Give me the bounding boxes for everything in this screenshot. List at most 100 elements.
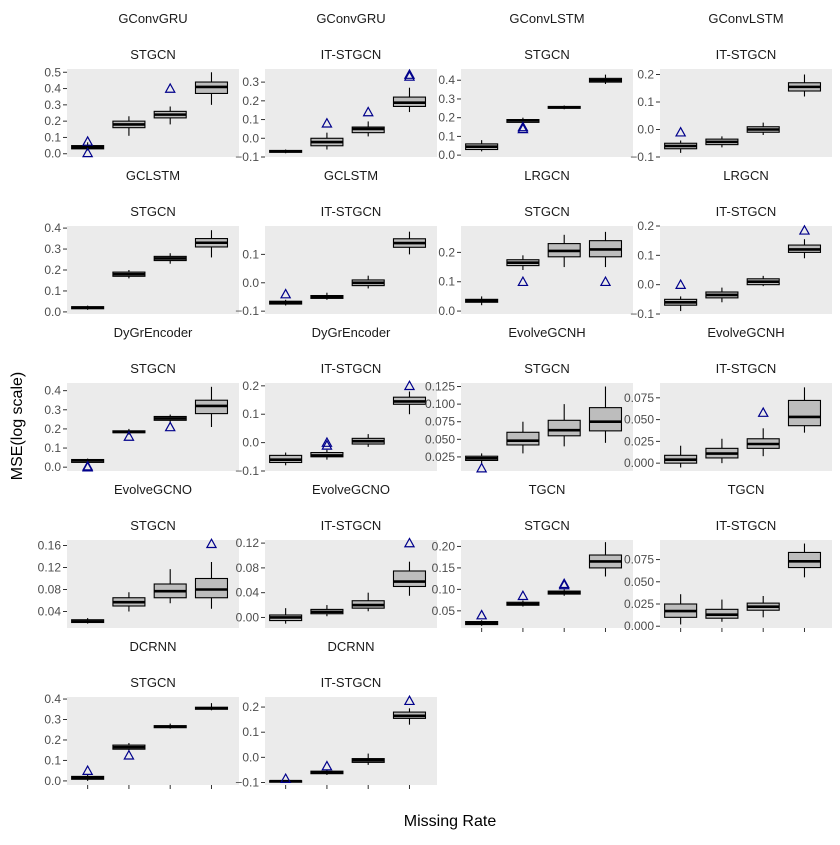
box-iqr <box>506 431 540 446</box>
box-1 <box>465 296 499 306</box>
x-axis-label: Missing Rate <box>404 813 497 830</box>
y-tick-label: 0.1 <box>637 248 654 262</box>
y-tick-label: 0.0 <box>242 436 259 450</box>
y-tick-label: 0.000 <box>624 619 654 633</box>
facet-panel: GConvGRU STGCN 0.0 0.1 0.2 0.3 0.4 0.5 <box>44 11 239 161</box>
facet-panel: DCRNN IT-STGCN −0.1 0.0 0.1 0.2 <box>235 639 437 789</box>
box-3 <box>153 82 187 125</box>
y-tick-label: 0.4 <box>44 82 61 96</box>
outlier-point <box>362 106 374 117</box>
facet-panel: TGCN IT-STGCN 0.000 0.025 0.050 0.075 <box>624 482 832 633</box>
y-tick-label: 0.16 <box>38 539 62 553</box>
box-2 <box>112 428 146 441</box>
y-tick-label: 0.08 <box>236 561 260 575</box>
box-2 <box>705 438 739 464</box>
box-2 <box>506 589 540 607</box>
y-tick-label: 0.0 <box>242 131 259 145</box>
outlier-point <box>517 121 529 132</box>
outlier-point <box>403 68 416 79</box>
box-4 <box>392 380 427 415</box>
y-tick-label: 0.1 <box>242 247 259 261</box>
y-tick-label: 0.4 <box>44 221 61 235</box>
outlier-point <box>123 430 135 441</box>
outlier-point <box>164 421 176 432</box>
y-tick-label: 0.1 <box>242 725 259 739</box>
box-iqr <box>392 570 427 588</box>
y-tick-label: 0.0 <box>44 460 61 474</box>
box-1 <box>269 149 303 154</box>
outlier-point <box>321 117 333 128</box>
facet-strip-method: STGCN <box>130 361 176 376</box>
y-tick-label: 0.1 <box>438 275 455 289</box>
facet-strip-model: LRGCN <box>524 168 570 183</box>
outlier-point <box>321 439 333 450</box>
facet-panel: EvolveGCNO IT-STGCN 0.00 0.04 0.08 0.12 <box>236 482 437 628</box>
facet-panel: GCLSTM STGCN 0.0 0.1 0.2 0.3 0.4 <box>44 168 239 319</box>
y-tick-label: 0.20 <box>432 539 456 553</box>
y-tick-label: 0.0 <box>637 123 654 137</box>
y-tick-label: 0.0 <box>242 276 259 290</box>
outlier-point <box>321 436 333 447</box>
facet-strip-method: STGCN <box>524 204 570 219</box>
y-tick-label: 0.2 <box>637 219 654 233</box>
y-tick-label: −0.1 <box>235 304 259 318</box>
facet-strip-model: DCRNN <box>328 639 375 654</box>
box-iqr <box>588 407 623 432</box>
facet-grid: GConvGRU STGCN 0.0 0.1 0.2 0.3 0.4 0.5 GConvGRU I… <box>38 11 832 789</box>
panel-background <box>67 383 239 471</box>
panel-background <box>67 697 239 785</box>
box-3 <box>351 106 385 137</box>
facet-panel: DyGrEncoder STGCN 0.0 0.1 0.2 0.3 0.4 <box>44 325 239 474</box>
box-3 <box>746 406 780 457</box>
y-tick-label: 0.04 <box>38 605 62 619</box>
y-tick-label: 0.1 <box>637 95 654 109</box>
box-3 <box>746 596 780 618</box>
box-1 <box>664 594 698 625</box>
y-tick-label: 0.1 <box>438 129 455 143</box>
box-2 <box>112 270 146 279</box>
facet-panel: GConvLSTM STGCN 0.0 0.1 0.2 0.3 0.4 <box>438 11 633 162</box>
outlier-point <box>558 577 570 589</box>
facet-strip-method: STGCN <box>130 518 176 533</box>
outlier-point <box>164 82 176 93</box>
y-tick-label: −0.1 <box>235 150 259 164</box>
box-4 <box>787 224 822 259</box>
facet-strip-method: IT-STGCN <box>321 204 382 219</box>
facet-strip-method: IT-STGCN <box>716 47 777 62</box>
y-tick-label: 0.12 <box>38 561 62 575</box>
box-1 <box>664 445 698 468</box>
outlier-point <box>82 135 94 146</box>
outlier-point <box>798 224 811 235</box>
y-tick-label: 0.00 <box>236 610 260 624</box>
y-tick-label: 0.0 <box>438 148 455 162</box>
box-2 <box>705 287 739 303</box>
y-tick-label: 0.10 <box>432 582 456 596</box>
y-tick-label: 0.04 <box>236 586 260 600</box>
box-2 <box>112 592 146 612</box>
y-tick-label: 0.2 <box>637 68 654 82</box>
facet-strip-method: IT-STGCN <box>321 361 382 376</box>
y-axis-label: MSE(log scale) <box>9 372 26 480</box>
box-3 <box>351 592 385 612</box>
y-tick-label: 0.3 <box>44 242 61 256</box>
box-2 <box>705 599 739 622</box>
facet-strip-model: GCLSTM <box>126 168 180 183</box>
outlier-point <box>476 609 488 620</box>
box-4 <box>588 231 623 287</box>
y-tick-label: 0.0 <box>44 147 61 161</box>
outlier-point <box>517 589 529 601</box>
box-4 <box>787 387 822 433</box>
facet-strip-method: IT-STGCN <box>716 361 777 376</box>
box-3 <box>547 577 581 596</box>
y-tick-label: 0.025 <box>624 434 654 448</box>
y-tick-label: 0.4 <box>438 73 455 87</box>
y-tick-label: −0.1 <box>235 775 259 789</box>
facet-panel: EvolveGCNO STGCN 0.04 0.08 0.12 0.16 <box>38 482 239 628</box>
box-4 <box>194 538 229 609</box>
box-3 <box>153 253 187 264</box>
y-tick-label: 0.1 <box>44 753 61 767</box>
box-1 <box>71 458 105 472</box>
facet-strip-model: GCLSTM <box>324 168 378 183</box>
y-tick-label: 0.125 <box>425 380 455 394</box>
box-1 <box>71 618 105 624</box>
